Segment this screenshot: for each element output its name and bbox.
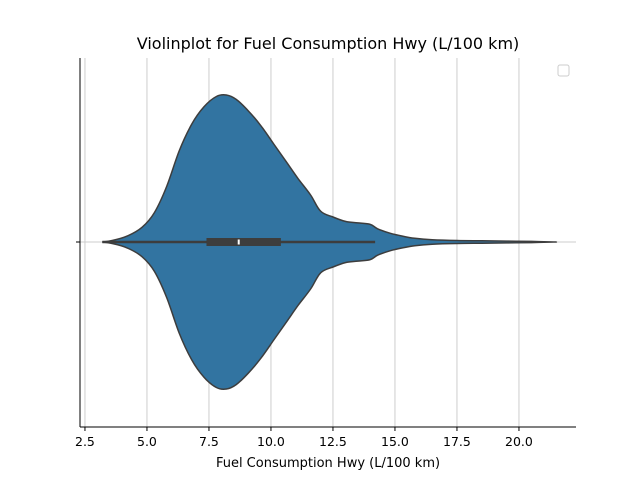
x-axis-label: Fuel Consumption Hwy (L/100 km) [216,456,440,471]
x-tick-label: 12.5 [319,434,347,449]
inner-box-group [102,238,376,246]
x-tick-label: 17.5 [443,434,471,449]
x-tick-label: 20.0 [505,434,533,449]
median-marker [237,239,240,245]
x-ticks: 2.5 5.0 7.5 10.0 12.5 15.0 17.5 20.0 [75,427,533,449]
legend-box [557,64,570,77]
chart-title: Violinplot for Fuel Consumption Hwy (L/1… [137,34,520,53]
x-tick-label: 2.5 [75,434,95,449]
iqr-box [206,238,281,246]
x-tick-label: 7.5 [199,434,219,449]
x-tick-label: 15.0 [381,434,409,449]
x-tick-label: 5.0 [137,434,157,449]
x-tick-label: 10.0 [257,434,285,449]
